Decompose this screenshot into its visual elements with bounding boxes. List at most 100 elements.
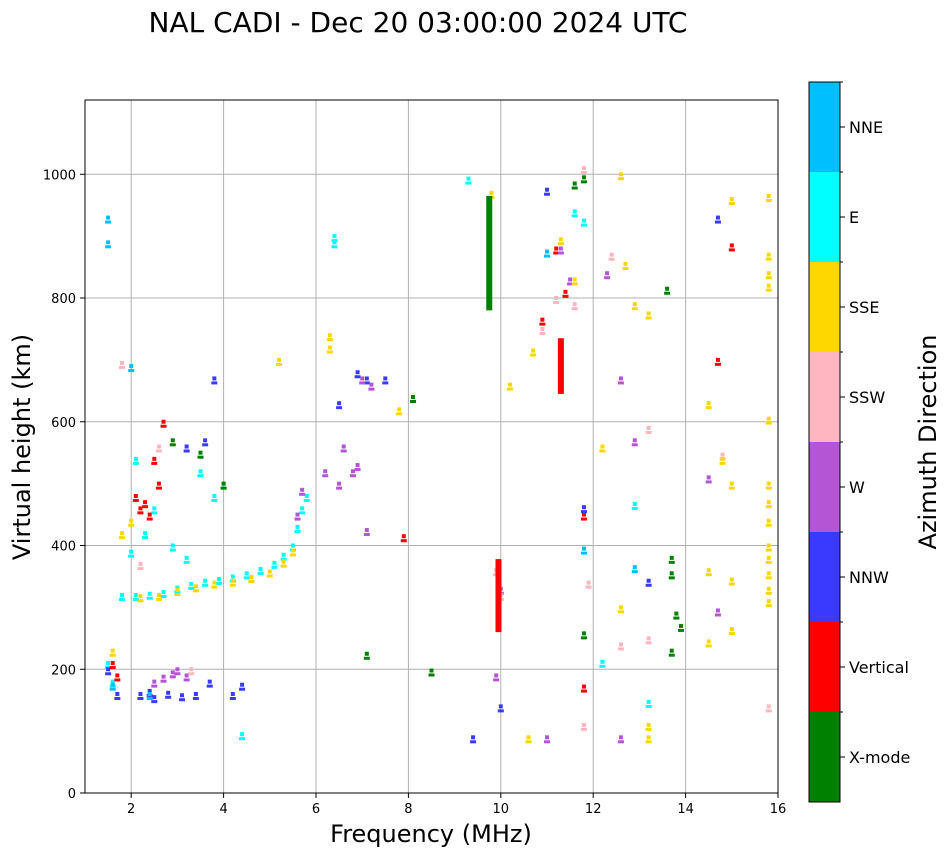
scatter-sse-point — [508, 382, 513, 387]
scatter-e-point — [331, 245, 338, 249]
x-axis-label: Frequency (MHz) — [330, 820, 532, 848]
scatter-w-point — [355, 463, 360, 468]
ionogram-trace-main-sse-point — [212, 580, 217, 585]
ionogram-trace-main-point — [281, 552, 286, 557]
colorbar-label-w: W — [849, 478, 865, 497]
scatter-nnw-point — [355, 370, 360, 375]
scatter-w-point — [294, 517, 301, 521]
ionogram-trace-main-point — [203, 578, 208, 583]
scatter-w-point — [632, 438, 637, 443]
scatter-nnw-point — [114, 697, 121, 700]
scatter-sse-point — [766, 586, 771, 591]
y-axis-ticks: 0 200 400 600 800 1000 — [43, 168, 85, 802]
low-layer-point — [207, 679, 212, 684]
scatter-sse-point — [110, 648, 115, 653]
scatter-nne-point — [632, 565, 637, 570]
low-layer-w-point — [160, 679, 167, 683]
scatter-nnw-point — [105, 672, 112, 676]
scatter-nnw-point — [545, 187, 549, 192]
low-layer-point — [192, 697, 199, 700]
scatter-ssw-point — [609, 252, 614, 257]
scatter-green-point — [197, 455, 204, 459]
low-layer-point — [180, 693, 185, 698]
scatter-sse-point — [327, 345, 332, 350]
scatter-sse-point — [765, 523, 772, 527]
scatter-sse-point — [646, 311, 651, 316]
scatter-red-point — [563, 289, 568, 294]
scatter-green-point — [674, 611, 679, 616]
scatter-e-point — [580, 223, 587, 227]
scatter-red-point — [137, 511, 144, 515]
scatter-red-point — [160, 424, 167, 428]
scatter-nne-point — [581, 546, 586, 551]
scatter-nnw-point — [239, 687, 246, 691]
scatter-nne-point — [631, 570, 638, 574]
scatter-w-point — [617, 381, 624, 385]
scatter-red-point — [156, 481, 161, 486]
y-tick-label: 800 — [51, 292, 76, 307]
scatter-sse-point — [276, 362, 283, 366]
scatter-ssw-point — [572, 302, 577, 307]
scatter-green-point — [673, 616, 680, 620]
scatter-w-point — [545, 735, 549, 740]
scatter-nnw-point — [115, 692, 120, 696]
x-tick-label: 4 — [219, 802, 227, 817]
low-layer-w-point — [184, 673, 189, 678]
colorbar-label: Azimuth Direction — [914, 335, 942, 550]
scatter-e-point — [211, 499, 218, 502]
low-layer-point — [152, 695, 157, 700]
scatter-green-point — [668, 560, 675, 564]
ionogram-trace-main-sse-point — [174, 593, 181, 597]
scatter-nnw-point — [240, 682, 245, 687]
ionogram-trace-main-point — [216, 576, 221, 581]
ionogram-trace-main-sse-point — [155, 598, 162, 601]
ionogram-trace-main-point — [299, 511, 306, 515]
scatter-sse-point — [720, 456, 725, 461]
ionogram-trace-main-sse-point — [230, 578, 235, 583]
scatter-w-point — [605, 271, 610, 276]
scatter-sse-point — [766, 271, 771, 276]
x-tick-label: 10 — [493, 802, 510, 817]
scatter-sse-point — [765, 505, 772, 509]
scatter-red-point — [151, 461, 158, 465]
ionogram-trace-main-point — [189, 581, 194, 586]
scatter-green-point — [581, 631, 586, 636]
ionogram-trace-main-point — [175, 585, 180, 590]
scatter-sse-point — [572, 277, 577, 282]
ionogram-trace-main-sse-point — [175, 588, 180, 593]
scatter-ssw-point — [554, 296, 559, 300]
ionogram-trace-main-point — [174, 590, 181, 594]
scatter-red-point — [110, 661, 115, 666]
x-tick-label: 16 — [770, 802, 787, 817]
scatter-nnw-point — [229, 697, 236, 700]
scatter-w-point — [300, 487, 305, 492]
scatter-ssw-point — [580, 727, 587, 731]
scatter-ssw-point — [645, 430, 652, 434]
ionogram-trace-main-point — [133, 593, 138, 597]
x-tick-label: 14 — [677, 802, 694, 817]
low-layer-w-point — [175, 667, 180, 672]
scatter-red-point — [161, 419, 166, 424]
scatter-green-point — [665, 286, 670, 291]
scatter-nnw-point — [147, 688, 152, 693]
scatter-e-point — [646, 700, 651, 705]
scatter-green-point — [580, 636, 587, 640]
scatter-sse-point — [118, 536, 125, 540]
y-tick-label: 0 — [68, 787, 76, 802]
scatter-w-point — [295, 512, 300, 517]
scatter-w-point — [360, 376, 365, 381]
scatter-red-point — [553, 251, 560, 255]
scatter-sse-point — [765, 421, 772, 425]
scatter-ssw-point — [617, 647, 624, 651]
scatter-nne-point — [110, 682, 115, 687]
low-layer-point — [206, 684, 213, 688]
scatter-sse-point — [645, 740, 652, 744]
scatter-ssw-point — [156, 444, 161, 449]
y-tick-label: 600 — [51, 416, 76, 431]
scatter-green-point — [221, 481, 226, 486]
scatter-w-point — [617, 740, 624, 744]
scatter-sse-point — [617, 610, 624, 614]
scatter-nnw-point — [212, 376, 217, 381]
scatter-red-point — [147, 512, 152, 517]
ionogram-trace-main-point — [161, 589, 166, 594]
